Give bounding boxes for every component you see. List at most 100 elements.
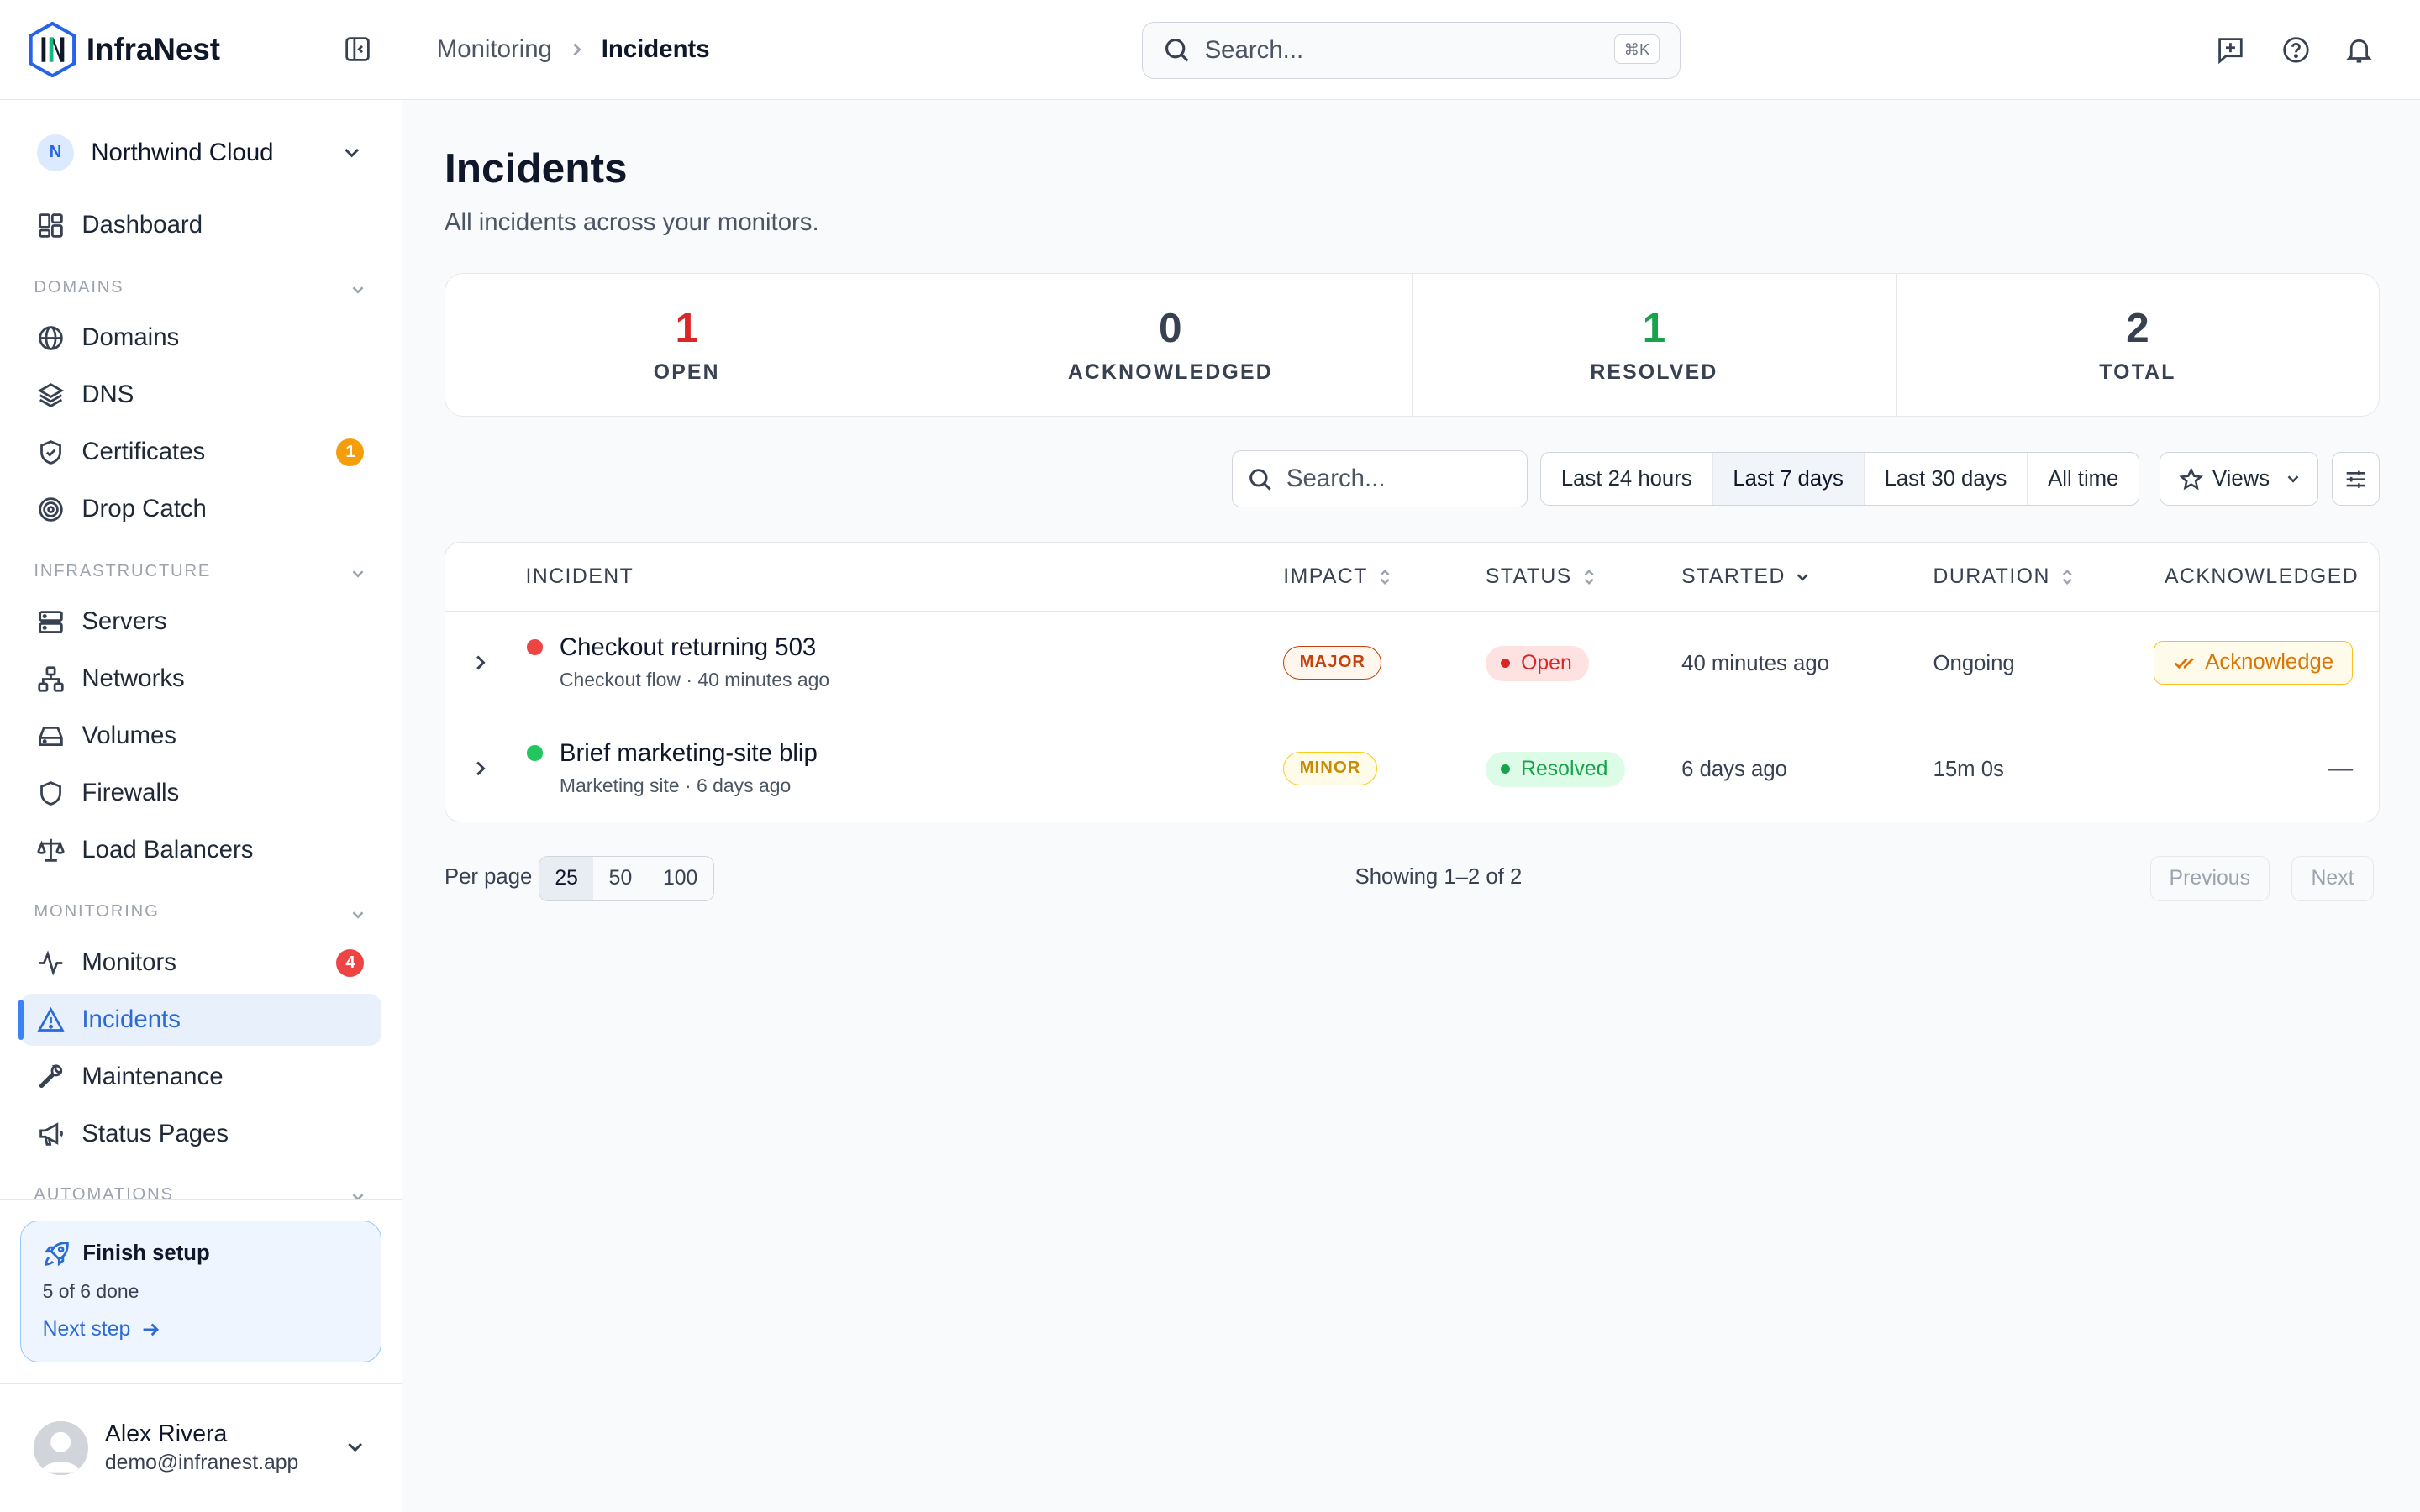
stat-acknowledged: 0 ACKNOWLEDGED — [929, 274, 1413, 416]
col-started[interactable]: STARTED — [1681, 565, 1810, 589]
sidebar-item-networks[interactable]: Networks — [20, 653, 381, 705]
impact-badge: MAJOR — [1283, 645, 1382, 680]
incidents-table: INCIDENT IMPACT STATUS STARTED DURATION … — [444, 541, 2381, 822]
org-name: Northwind Cloud — [91, 138, 274, 166]
sidebar-item-maintenance[interactable]: Maintenance — [20, 1051, 381, 1103]
sidebar-item-domains[interactable]: Domains — [20, 312, 381, 364]
acknowledge-button[interactable]: Acknowledge — [2153, 641, 2354, 685]
section-header-monitoring[interactable]: MONITORING — [34, 902, 367, 927]
range-all-time[interactable]: All time — [2048, 466, 2119, 491]
sidebar-item-dns[interactable]: DNS — [20, 369, 381, 421]
section-label: AUTOMATIONS — [34, 1184, 174, 1200]
table-header: INCIDENT IMPACT STATUS STARTED DURATION … — [445, 543, 2380, 612]
check-check-icon — [2174, 658, 2194, 669]
sidebar-item-firewalls[interactable]: Firewalls — [20, 767, 381, 819]
next-button[interactable]: Next — [2291, 856, 2374, 901]
showing-count: Showing 1–2 of 2 — [1355, 865, 1523, 890]
col-status[interactable]: STATUS — [1486, 565, 1597, 589]
sidebar-item-status-pages[interactable]: Status Pages — [20, 1108, 381, 1160]
table-row[interactable]: Brief marketing-site blip Marketing site… — [445, 717, 2380, 822]
per-page-50[interactable]: 50 — [608, 866, 633, 890]
sort-icon — [1584, 570, 1594, 585]
user-avatar-icon — [34, 1420, 88, 1475]
section-label: MONITORING — [34, 902, 160, 921]
bell-icon[interactable] — [2344, 35, 2374, 65]
per-page-selector: 25 50 100 — [539, 856, 714, 901]
setup-title: Finish setup — [43, 1240, 359, 1268]
section-header-domains[interactable]: DOMAINS — [34, 278, 367, 302]
stat-value: 1 — [675, 303, 699, 351]
arrow-right-icon — [143, 1323, 160, 1336]
section-header-infrastructure[interactable]: INFRASTRUCTURE — [34, 562, 367, 586]
breadcrumb-monitoring[interactable]: Monitoring — [436, 35, 552, 64]
status-dot — [1501, 764, 1511, 774]
user-email: demo@infranest.app — [104, 1452, 299, 1475]
status-badge: Open — [1485, 645, 1589, 681]
org-switcher[interactable]: N Northwind Cloud — [18, 123, 382, 182]
sidebar-collapse-icon[interactable] — [344, 35, 371, 63]
sidebar-divider — [0, 1382, 402, 1384]
search-icon — [1249, 468, 1271, 491]
col-duration[interactable]: DURATION — [1933, 565, 2075, 589]
sidebar-item-servers[interactable]: Servers — [20, 596, 381, 648]
sidebar-item-label: Networks — [82, 664, 185, 693]
sidebar-item-incidents[interactable]: Incidents — [18, 993, 381, 1047]
globe-icon — [39, 325, 63, 350]
incident-search-input[interactable] — [1286, 465, 1518, 494]
stat-open: 1 OPEN — [445, 274, 929, 416]
stat-value: 1 — [1642, 303, 1666, 351]
sidebar-item-label: Firewalls — [82, 779, 180, 807]
per-page-25[interactable]: 25 — [539, 857, 594, 900]
sidebar-item-volumes[interactable]: Volumes — [20, 710, 381, 762]
megaphone-icon — [39, 1122, 64, 1147]
range-last-24-hours[interactable]: Last 24 hours — [1541, 453, 1713, 506]
per-page-100[interactable]: 100 — [662, 866, 698, 890]
brand-name: InfraNest — [86, 32, 220, 67]
severity-dot — [527, 639, 543, 655]
chevron-right-icon[interactable] — [470, 758, 492, 780]
sidebar-item-monitors[interactable]: Monitors 4 — [20, 937, 381, 989]
chevron-right-icon[interactable] — [470, 652, 492, 674]
previous-button[interactable]: Previous — [2149, 856, 2270, 901]
sidebar-item-label: Servers — [82, 607, 167, 636]
sidebar-item-label: Status Pages — [82, 1119, 229, 1147]
sidebar-item-dashboard[interactable]: Dashboard — [20, 199, 381, 251]
col-acknowledged: ACKNOWLEDGED — [2165, 565, 2360, 589]
chevron-down-icon — [352, 570, 364, 578]
sidebar-item-label: Maintenance — [82, 1063, 224, 1090]
global-search[interactable]: ⌘K — [1142, 21, 1681, 79]
range-last-30-days[interactable]: Last 30 days — [1865, 453, 2028, 506]
next-step-link[interactable]: Next step — [43, 1318, 359, 1341]
incident-title[interactable]: Brief marketing-site blip — [559, 738, 818, 767]
breadcrumb-incidents: Incidents — [601, 35, 710, 64]
sort-desc-icon — [1797, 574, 1808, 581]
sidebar-item-load-balancers[interactable]: Load Balancers — [20, 824, 381, 876]
user-menu[interactable]: Alex Rivera demo@infranest.app — [0, 1384, 402, 1512]
views-button[interactable]: Views — [2159, 452, 2318, 507]
stat-total: 2 TOTAL — [1897, 274, 2380, 416]
incident-stats: 1 OPEN 0 ACKNOWLEDGED 1 RESOLVED 2 TOTAL — [444, 273, 2381, 417]
sidebar-item-certificates[interactable]: Certificates 1 — [20, 426, 381, 478]
infranest-logo-icon — [29, 22, 76, 78]
duration-cell: 15m 0s — [1933, 757, 2004, 781]
help-icon[interactable] — [2281, 35, 2311, 65]
brand: InfraNest — [0, 0, 402, 101]
sidebar-item-label: DNS — [82, 381, 134, 409]
shield-check-icon — [40, 439, 61, 465]
incident-search[interactable] — [1231, 450, 1528, 508]
col-impact[interactable]: IMPACT — [1283, 565, 1392, 589]
sort-icon — [2062, 570, 2072, 585]
shield-icon — [40, 780, 61, 806]
column-settings-button[interactable] — [2332, 452, 2381, 507]
chevron-down-icon — [352, 911, 364, 919]
sidebar-item-label: Load Balancers — [82, 836, 254, 864]
table-row[interactable]: Checkout returning 503 Checkout flow · 4… — [445, 612, 2379, 717]
section-label: DOMAINS — [34, 277, 124, 297]
feedback-icon[interactable] — [2216, 35, 2245, 65]
org-avatar: N — [37, 134, 75, 171]
global-search-input[interactable] — [1204, 35, 1591, 65]
search-shortcut: ⌘K — [1613, 34, 1660, 65]
incident-title[interactable]: Checkout returning 503 — [559, 633, 817, 662]
sidebar-item-drop-catch[interactable]: Drop Catch — [20, 483, 381, 535]
range-last-7-days[interactable]: Last 7 days — [1712, 453, 1865, 506]
